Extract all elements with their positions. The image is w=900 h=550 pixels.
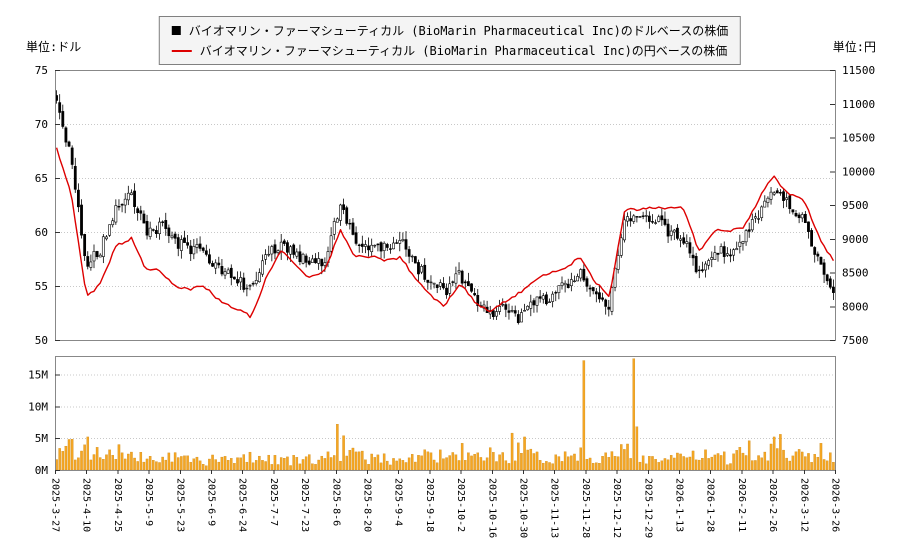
svg-text:8000: 8000 [842,300,869,313]
usd-series-label: バイオマリン・ファーマシューティカル (BioMarin Pharmaceuti… [188,24,729,38]
svg-text:2025-9-4: 2025-9-4 [393,478,404,526]
svg-text:50: 50 [35,334,48,347]
svg-text:2025-5-9: 2025-5-9 [143,478,154,526]
svg-text:5M: 5M [35,432,49,445]
svg-text:70: 70 [35,118,48,131]
svg-text:10000: 10000 [842,165,875,178]
svg-text:2025-12-29: 2025-12-29 [642,478,653,538]
svg-text:2025-7-23: 2025-7-23 [299,478,310,532]
svg-text:11000: 11000 [842,98,875,111]
svg-text:2025-5-23: 2025-5-23 [174,478,185,532]
jpy-series-label: バイオマリン・ファーマシューティカル (BioMarin Pharmaceuti… [199,44,728,58]
svg-text:2025-12-12: 2025-12-12 [611,478,622,538]
candlestick-series [55,90,835,325]
svg-text:10500: 10500 [842,132,875,145]
svg-text:2025-10-2: 2025-10-2 [455,478,466,532]
svg-text:2025-7-7: 2025-7-7 [268,478,279,526]
svg-text:60: 60 [35,226,48,239]
date-axis-labels: 2025-3-27 2025-4-10 2025-4-25 2025-5-9 2025-… [50,470,841,538]
svg-text:2026-2-26: 2026-2-26 [767,478,778,532]
svg-text:2025-11-28: 2025-11-28 [580,478,591,538]
svg-text:55: 55 [35,280,48,293]
svg-text:2025-4-25: 2025-4-25 [112,478,123,532]
legend-row-jpy: バイオマリン・ファーマシューティカル (BioMarin Pharmaceuti… [171,42,728,59]
svg-text:2026-2-11: 2026-2-11 [736,478,747,532]
svg-text:9500: 9500 [842,199,869,212]
svg-text:2025-8-6: 2025-8-6 [330,478,341,526]
svg-text:2026-1-13: 2026-1-13 [674,478,685,532]
svg-text:2025-8-20: 2025-8-20 [362,478,373,532]
svg-text:65: 65 [35,172,48,185]
svg-text:2025-9-18: 2025-9-18 [424,478,435,532]
svg-text:2026-3-12: 2026-3-12 [798,478,809,532]
volume-axis-tick-labels: 15M 10M 5M 0M [28,369,48,477]
svg-text:2025-6-9: 2025-6-9 [206,478,217,526]
gridlines [55,124,835,440]
legend: バイオマリン・ファーマシューティカル (BioMarin Pharmaceuti… [158,16,742,65]
svg-text:11500: 11500 [842,64,875,77]
right-axis-unit-label: 単位:円 [832,40,876,54]
svg-text:2025-3-27: 2025-3-27 [50,478,61,532]
usd-series-marker-icon [171,26,181,35]
svg-text:2025-11-13: 2025-11-13 [549,478,560,538]
svg-text:0M: 0M [35,464,49,477]
axis-tick-marks [55,70,835,471]
svg-text:7500: 7500 [842,334,869,347]
svg-text:9000: 9000 [842,233,869,246]
svg-text:2025-6-24: 2025-6-24 [237,478,248,532]
svg-text:2026-1-28: 2026-1-28 [705,478,716,532]
svg-text:10M: 10M [28,400,48,413]
svg-text:15M: 15M [28,369,48,382]
svg-text:8500: 8500 [842,267,869,280]
right-axis-tick-labels: 11500 11000 10500 10000 9500 9000 8500 8000 7500 [842,64,875,347]
svg-text:75: 75 [35,64,48,77]
legend-row-usd: バイオマリン・ファーマシューティカル (BioMarin Pharmaceuti… [171,22,729,39]
svg-text:2025-4-10: 2025-4-10 [81,478,92,532]
svg-text:2026-3-26: 2026-3-26 [830,478,841,532]
jpy-line-series [55,147,835,319]
jpy-series-marker-icon [171,49,192,52]
left-axis-tick-labels: 75 70 65 60 55 50 [35,64,48,347]
svg-text:2025-10-16: 2025-10-16 [486,478,497,538]
svg-text:2025-10-30: 2025-10-30 [518,478,529,538]
left-axis-unit-label: 単位:ドル [26,40,82,54]
panel-borders [55,70,836,471]
